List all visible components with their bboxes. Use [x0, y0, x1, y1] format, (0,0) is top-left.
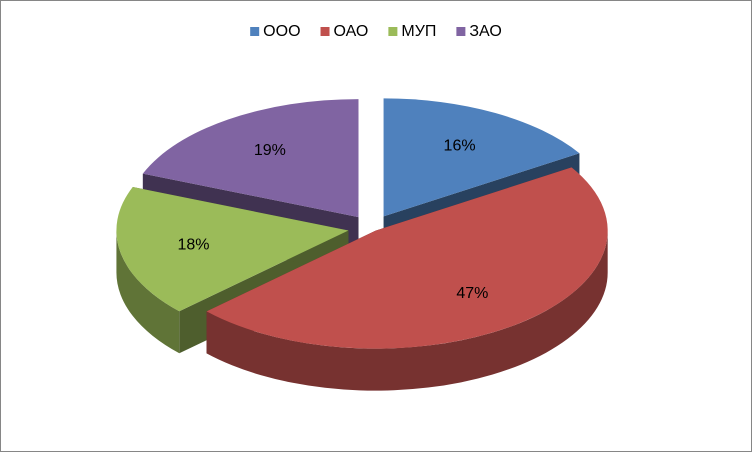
- legend: ООО ОАО МУП ЗАО: [250, 23, 502, 40]
- legend-label: ООО: [263, 23, 300, 40]
- data-label: 47%: [456, 285, 488, 302]
- plot-area: 16% 47% 18% 19%: [116, 98, 608, 391]
- slice-top: [116, 187, 349, 312]
- slice-top: [142, 99, 359, 218]
- slice-wall: [206, 230, 608, 391]
- legend-swatch: [388, 27, 398, 36]
- slice: [206, 167, 608, 391]
- data-label: 16%: [444, 137, 476, 154]
- legend-label: МУП: [401, 23, 436, 40]
- slice-top: [206, 167, 608, 349]
- legend-label: ОАО: [334, 23, 369, 40]
- legend-label: ЗАО: [469, 23, 501, 40]
- slice-top: [383, 98, 580, 217]
- legend-swatch: [320, 27, 330, 36]
- data-label: 19%: [254, 142, 286, 159]
- data-label: 18%: [177, 237, 209, 254]
- legend-swatch: [456, 27, 466, 36]
- slice-wall: [116, 230, 180, 354]
- legend-swatch: [250, 27, 260, 36]
